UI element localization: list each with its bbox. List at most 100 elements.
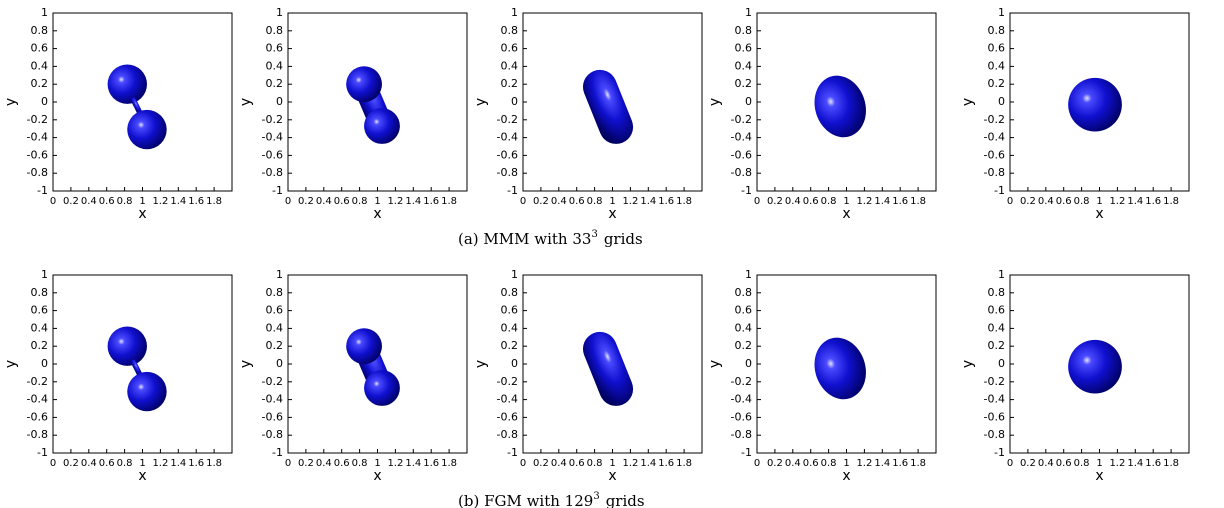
y-tick-label: 0 <box>276 95 283 108</box>
y-tick-label: -0.2 <box>27 113 48 126</box>
caption-exponent: 3 <box>593 491 599 502</box>
y-tick-label: 0.2 <box>988 77 1006 90</box>
y-tick-label: -0.4 <box>731 393 752 406</box>
y-tick-label: 0.8 <box>988 24 1006 37</box>
y-tick-label: -0.6 <box>262 148 283 161</box>
y-tick-label: 0.2 <box>266 339 284 352</box>
x-tick-label: 1.6 <box>892 458 908 469</box>
x-axis-label: x <box>138 468 146 484</box>
y-tick-label: -0.2 <box>731 375 752 388</box>
x-tick-label: 1.8 <box>676 196 692 207</box>
x-tick-label: 0.8 <box>821 196 837 207</box>
y-tick-label: 0.8 <box>266 24 284 37</box>
panel: 0 0.2 0.4 0.6 0.8 1 1.2 1.4 1.6 1.8-1-0.8-0.6-0.4… <box>707 268 937 484</box>
y-tick-label: 0.6 <box>501 304 519 317</box>
bubble <box>1068 77 1122 132</box>
x-tick-label: 0.6 <box>334 196 350 207</box>
x-tick-label: 1.8 <box>910 196 926 207</box>
x-tick-label: 1.8 <box>676 458 692 469</box>
x-tick-label: 1.8 <box>441 458 457 469</box>
y-tick-label: -1 <box>37 446 48 459</box>
x-tick-label: 0.2 <box>533 458 549 469</box>
x-axis-label: x <box>1095 206 1103 222</box>
y-tick-label: -0.6 <box>497 148 518 161</box>
y-tick-label: -1 <box>37 184 48 197</box>
y-axis-label: y <box>473 98 489 106</box>
x-axis-label: x <box>608 206 616 222</box>
y-tick-label: -0.8 <box>731 428 752 441</box>
x-tick-label: 1.8 <box>206 458 222 469</box>
x-tick-label: 0 <box>50 196 56 207</box>
x-tick-label: 1.4 <box>405 458 421 469</box>
y-tick-label: -0.2 <box>731 113 752 126</box>
x-tick-label: 1.6 <box>892 196 908 207</box>
panel: 0 0.2 0.4 0.6 0.8 1 1.2 1.4 1.6 1.8-1-0.8-0.6-0.4… <box>473 6 703 222</box>
x-tick-label: 0.8 <box>587 458 603 469</box>
y-tick-label: 0.4 <box>988 59 1006 72</box>
caption-text: (b) FGM with 129 <box>458 492 593 508</box>
bubble <box>127 109 167 150</box>
x-tick-label: 1.8 <box>206 196 222 207</box>
bubble <box>130 97 143 116</box>
bubble <box>1068 339 1122 394</box>
y-tick-label: 0 <box>745 95 752 108</box>
caption: (b) FGM with 1293 grids <box>458 491 645 508</box>
x-tick-label: 1.2 <box>856 196 872 207</box>
x-tick-label: 1.2 <box>622 458 638 469</box>
bubble <box>814 75 866 138</box>
y-tick-label: 1 <box>998 268 1005 281</box>
y-tick-label: -0.6 <box>27 148 48 161</box>
x-tick-label: 1.4 <box>405 196 421 207</box>
y-tick-label: -0.2 <box>497 375 518 388</box>
y-tick-label: 0 <box>276 357 283 370</box>
bubble <box>130 359 143 378</box>
panel: 0 0.2 0.4 0.6 0.8 1 1.2 1.4 1.6 1.8-1-0.8-0.6-0.4… <box>707 6 937 222</box>
x-tick-label: 1.6 <box>658 458 674 469</box>
y-tick-label: 0.4 <box>988 321 1006 334</box>
x-tick-label: 1 <box>843 458 849 469</box>
x-tick-label: 0.4 <box>1038 458 1054 469</box>
y-tick-label: 0.4 <box>735 321 753 334</box>
y-tick-label: 1 <box>745 268 752 281</box>
y-tick-label: 0.6 <box>735 42 753 55</box>
y-tick-label: -1 <box>272 184 283 197</box>
x-tick-label: 0.6 <box>99 458 115 469</box>
y-tick-label: 0.6 <box>266 304 284 317</box>
x-axis-label: x <box>842 206 850 222</box>
x-tick-label: 1.2 <box>152 458 168 469</box>
y-tick-label: -1 <box>741 446 752 459</box>
x-tick-label: 1.2 <box>387 196 403 207</box>
y-axis-label: y <box>473 360 489 368</box>
panel: 0 0.2 0.4 0.6 0.8 1 1.2 1.4 1.6 1.8-1-0.8-0.6-0.4… <box>3 268 233 484</box>
y-tick-label: 0.4 <box>266 321 284 334</box>
y-tick-label: 0.8 <box>501 24 519 37</box>
y-tick-label: 0.6 <box>988 42 1006 55</box>
x-tick-label: 0.2 <box>298 458 314 469</box>
y-tick-label: 1 <box>276 268 283 281</box>
x-tick-label: 1.2 <box>152 196 168 207</box>
y-tick-label: 1 <box>511 6 518 19</box>
x-tick-label: 0.2 <box>533 196 549 207</box>
y-tick-label: -0.2 <box>262 113 283 126</box>
y-tick-label: -0.6 <box>497 410 518 423</box>
y-tick-label: 1 <box>41 268 48 281</box>
y-tick-label: 0.6 <box>266 42 284 55</box>
x-tick-label: 1.6 <box>188 458 204 469</box>
y-axis-label: y <box>238 360 254 368</box>
x-tick-label: 0.8 <box>352 458 368 469</box>
x-tick-label: 0 <box>520 196 526 207</box>
y-tick-label: 1 <box>276 6 283 19</box>
y-tick-label: 1 <box>998 6 1005 19</box>
y-tick-label: -1 <box>994 184 1005 197</box>
y-tick-label: 0.2 <box>501 339 519 352</box>
bubble <box>107 64 147 104</box>
panel: 0 0.2 0.4 0.6 0.8 1 1.2 1.4 1.6 1.8-1-0.8-0.6-0.4… <box>238 6 468 222</box>
x-tick-label: 1.4 <box>1127 196 1143 207</box>
bubble <box>582 69 634 144</box>
y-tick-label: -0.8 <box>27 428 48 441</box>
x-tick-label: 1.4 <box>640 196 656 207</box>
x-tick-label: 0 <box>1007 196 1013 207</box>
x-tick-label: 0 <box>754 458 760 469</box>
x-tick-label: 1 <box>1096 458 1102 469</box>
x-tick-label: 0.6 <box>569 196 585 207</box>
